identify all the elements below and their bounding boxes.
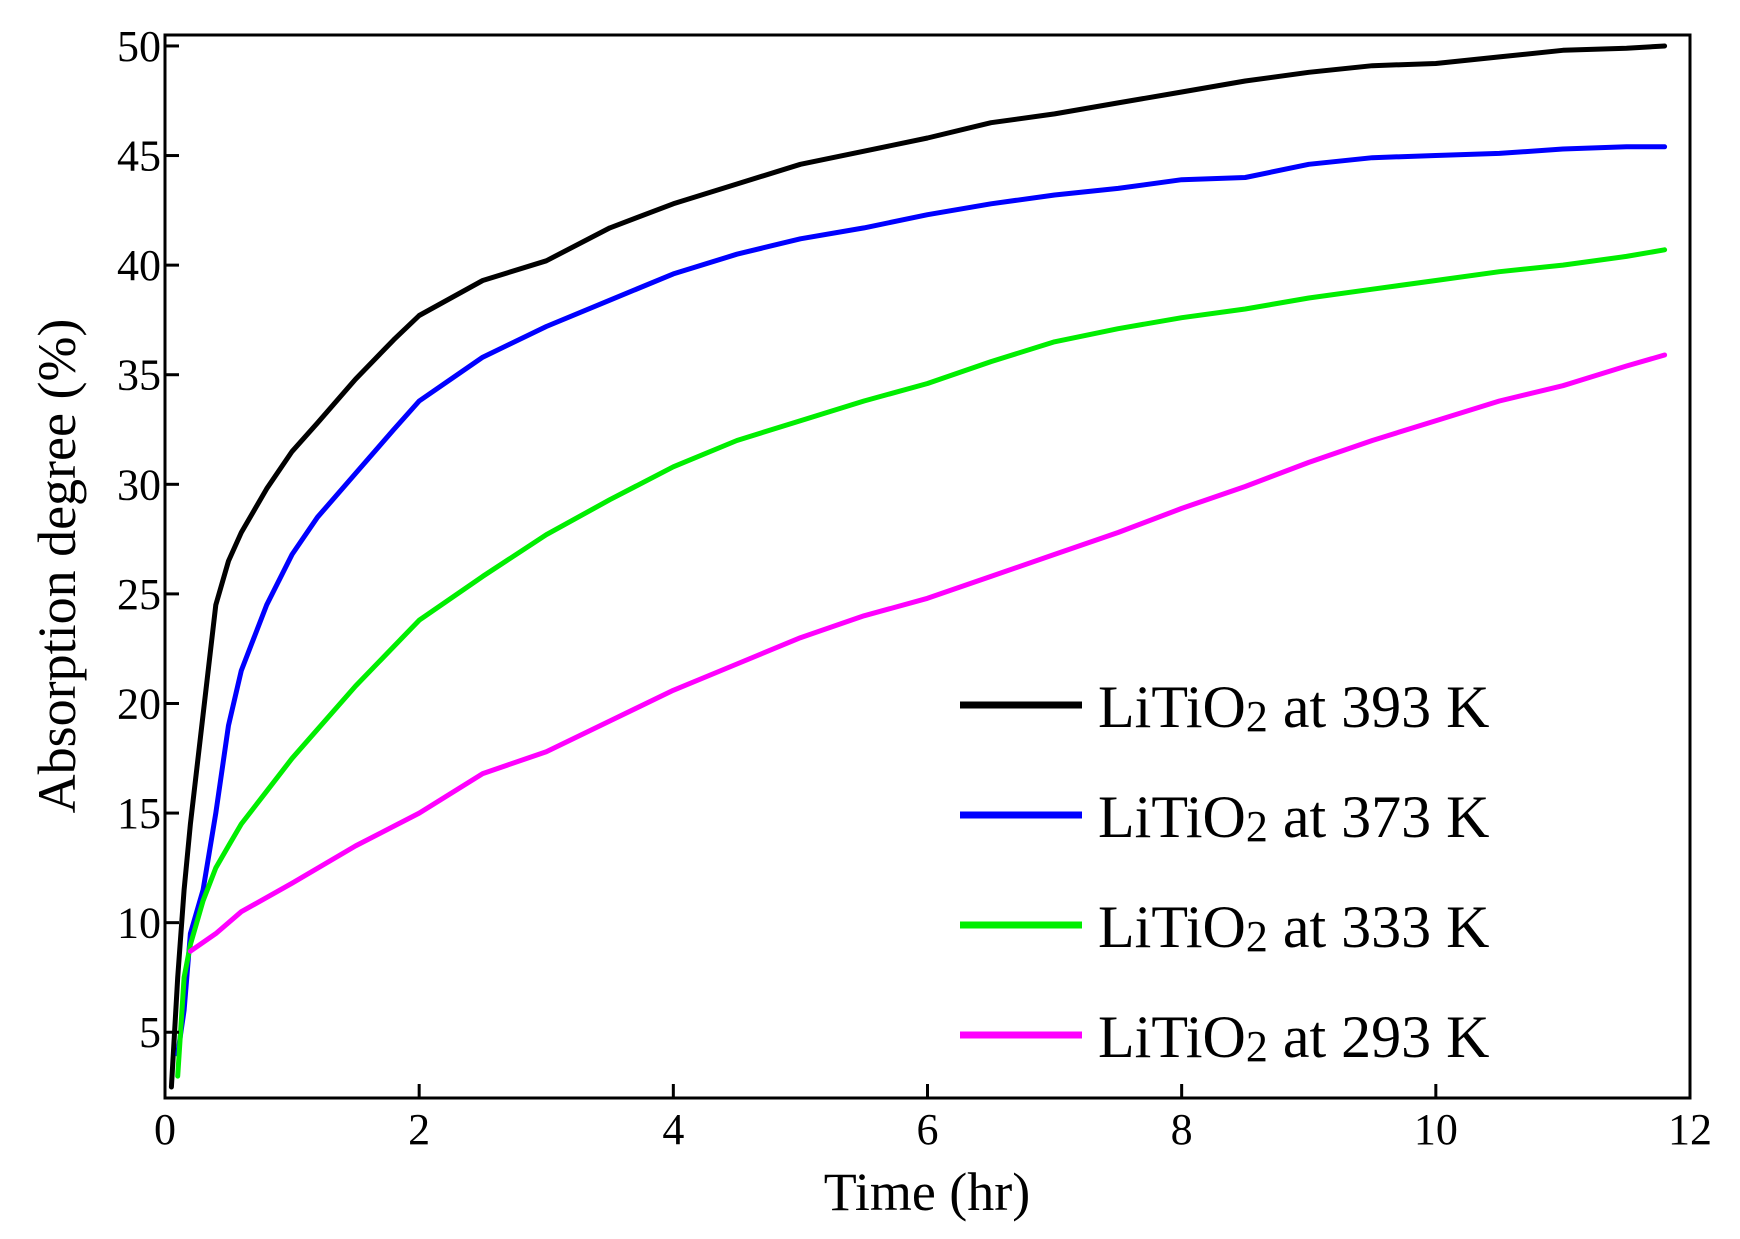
y-tick-label: 40 (117, 241, 161, 290)
y-axis-title: Absorption degree (%) (27, 319, 87, 814)
series-line-4 (187, 352, 1668, 954)
y-tick-label: 20 (117, 679, 161, 728)
y-tick-label: 10 (117, 899, 161, 948)
legend-label-sub: 2 (1246, 1022, 1268, 1071)
legend-label-rest: at 293 K (1268, 1004, 1490, 1070)
x-axis-title: Time (hr) (824, 1162, 1031, 1222)
legend-label: LiTiO2 at 333 K (1098, 894, 1490, 961)
y-axis: 5 10 15 20 25 30 35 40 45 50 (117, 22, 179, 1057)
legend-label-sub: 2 (1246, 692, 1268, 741)
y-tick-label: 50 (117, 22, 161, 71)
legend-label-rest: at 373 K (1268, 784, 1490, 850)
legend-label-sub: 2 (1246, 802, 1268, 851)
x-tick-label: 8 (1171, 1105, 1193, 1154)
x-tick-label: 10 (1414, 1105, 1458, 1154)
x-tick-label: 4 (662, 1105, 684, 1154)
x-tick-label: 2 (408, 1105, 430, 1154)
legend-label-rest: at 333 K (1268, 894, 1490, 960)
y-tick-label: 25 (117, 570, 161, 619)
x-tick-label: 0 (154, 1105, 176, 1154)
legend-label-main: LiTiO (1098, 784, 1246, 850)
legend-label: LiTiO2 at 393 K (1098, 674, 1490, 741)
series-line-2 (175, 144, 1668, 1057)
legend-label-main: LiTiO (1098, 894, 1246, 960)
series-group (168, 43, 1668, 1090)
legend-label-main: LiTiO (1098, 1004, 1246, 1070)
x-tick-label: 6 (917, 1105, 939, 1154)
y-tick-label: 30 (117, 460, 161, 509)
series-line-1 (168, 43, 1668, 1090)
legend-label-rest: at 393 K (1268, 674, 1490, 740)
y-tick-label: 15 (117, 789, 161, 838)
y-tick-label: 5 (139, 1008, 161, 1057)
legend-label-sub: 2 (1246, 912, 1268, 961)
y-tick-label: 35 (117, 351, 161, 400)
legend-label: LiTiO2 at 293 K (1098, 1004, 1490, 1071)
x-tick-label: 12 (1668, 1105, 1712, 1154)
legend-label-main: LiTiO (1098, 674, 1246, 740)
series-line-3 (175, 247, 1668, 1079)
x-axis: 0 2 4 6 8 10 12 (154, 1084, 1712, 1154)
legend-label: LiTiO2 at 373 K (1098, 784, 1490, 851)
y-tick-label: 45 (117, 132, 161, 181)
